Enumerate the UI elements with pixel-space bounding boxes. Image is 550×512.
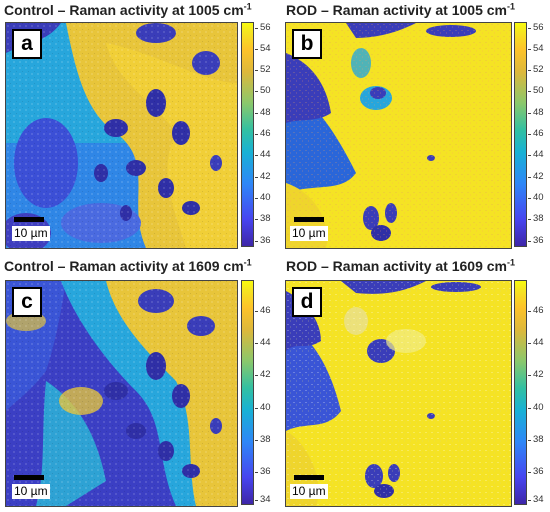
panel-d-title: ROD – Raman activity at 1609 cm-1 (286, 258, 515, 274)
panel-a-raman-map: a 10 µm (5, 22, 238, 249)
panel-b-tick: 42 (528, 171, 544, 182)
panel-b-tick: 44 (528, 149, 544, 160)
panel-d-title-text: ROD – Raman activity at 1609 cm (286, 258, 507, 274)
panel-a-title-unit-exponent: -1 (243, 1, 252, 12)
panel-a-scale-label: 10 µm (12, 226, 50, 241)
panel-d-tick: 46 (528, 305, 544, 316)
panel-b-tick: 50 (528, 85, 544, 96)
panel-a-tick: 40 (255, 192, 271, 203)
panel-d-title-unit-exponent: -1 (507, 257, 516, 268)
panel-c-raman-map: c 10 µm (5, 280, 238, 507)
panel-d-tick: 42 (528, 369, 544, 380)
panel-d-tick: 34 (528, 494, 544, 505)
panel-d-letter-label: d (292, 287, 322, 317)
panel-a-tick: 52 (255, 64, 271, 75)
panel-a-tick: 36 (255, 235, 271, 246)
panel-a-letter-label: a (12, 29, 42, 59)
panel-b-tick: 48 (528, 107, 544, 118)
panel-d-colorbar (514, 280, 527, 505)
panel-c-tick: 44 (255, 337, 271, 348)
panel-b-tick: 38 (528, 213, 544, 224)
panel-c-tick: 34 (255, 494, 271, 505)
panel-d-tick: 44 (528, 337, 544, 348)
panel-c-colorbar (241, 280, 254, 505)
panel-c-map-image (6, 281, 237, 506)
panel-b-title: ROD – Raman activity at 1005 cm-1 (286, 2, 515, 18)
panel-c-tick: 38 (255, 434, 271, 445)
panel-b-title-text: ROD – Raman activity at 1005 cm (286, 2, 507, 18)
panel-a-title: Control – Raman activity at 1005 cm-1 (4, 2, 252, 18)
panel-a-tick: 38 (255, 213, 271, 224)
panel-a-tick: 50 (255, 85, 271, 96)
panel-c-letter-label: c (12, 287, 42, 317)
panel-a-tick: 48 (255, 107, 271, 118)
panel-b-raman-map: b 10 µm (285, 22, 512, 249)
panel-a-tick: 44 (255, 149, 271, 160)
panel-d-tick: 36 (528, 466, 544, 477)
panel-b-tick: 56 (528, 22, 544, 33)
panel-a-tick: 54 (255, 43, 271, 54)
panel-c-title: Control – Raman activity at 1609 cm-1 (4, 258, 252, 274)
panel-b-scale-label: 10 µm (290, 226, 328, 241)
panel-d-scale-bar (294, 475, 324, 480)
panel-a-scale-bar (14, 217, 44, 222)
panel-c-tick: 40 (255, 402, 271, 413)
panel-a-title-text: Control – Raman activity at 1005 cm (4, 2, 244, 18)
panel-d-tick: 40 (528, 402, 544, 413)
panel-a-colorbar (241, 22, 254, 247)
panel-a-tick: 56 (255, 22, 271, 33)
panel-c-tick: 42 (255, 369, 271, 380)
panel-b-tick: 36 (528, 235, 544, 246)
panel-b-tick: 54 (528, 43, 544, 54)
panel-c-scale-bar (14, 475, 44, 480)
panel-c-title-unit-exponent: -1 (243, 257, 252, 268)
panel-b-map-image (286, 23, 511, 248)
panel-c-scale-label: 10 µm (12, 484, 50, 499)
panel-a-tick: 46 (255, 128, 271, 139)
panel-b-tick: 52 (528, 64, 544, 75)
panel-b-colorbar (514, 22, 527, 247)
panel-b-letter-label: b (292, 29, 322, 59)
panel-c-tick: 36 (255, 466, 271, 477)
panel-d-raman-map: d 10 µm (285, 280, 512, 507)
panel-b-tick: 40 (528, 192, 544, 203)
panel-a-tick: 42 (255, 171, 271, 182)
panel-d-map-image (286, 281, 511, 506)
panel-d-scale-label: 10 µm (290, 484, 328, 499)
panel-d-tick: 38 (528, 434, 544, 445)
panel-b-title-unit-exponent: -1 (507, 1, 516, 12)
panel-b-tick: 46 (528, 128, 544, 139)
panel-c-title-text: Control – Raman activity at 1609 cm (4, 258, 244, 274)
panel-c-tick: 46 (255, 305, 271, 316)
panel-b-scale-bar (294, 217, 324, 222)
